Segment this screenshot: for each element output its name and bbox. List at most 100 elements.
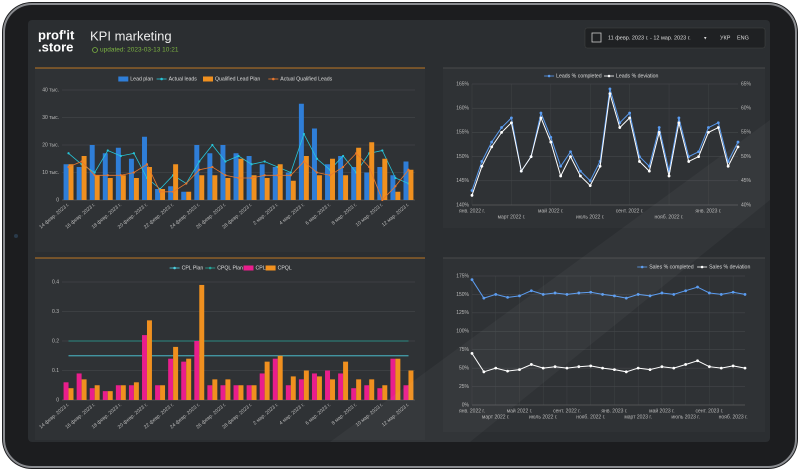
point xyxy=(628,116,632,120)
point xyxy=(132,152,136,155)
point xyxy=(132,171,136,174)
y2-tick-label: 55% xyxy=(741,130,752,136)
y-tick-label: 125% xyxy=(456,310,469,316)
y-tick-label: 10 тыс. xyxy=(42,170,59,176)
y-tick-label: 0 xyxy=(56,197,59,203)
bar xyxy=(225,178,231,200)
point xyxy=(518,368,521,372)
bar xyxy=(290,180,296,200)
point xyxy=(624,296,628,300)
point xyxy=(407,168,410,171)
point xyxy=(119,174,122,177)
bar xyxy=(102,391,108,400)
point xyxy=(506,369,510,373)
bar xyxy=(102,153,108,200)
point xyxy=(355,152,358,155)
point xyxy=(559,164,563,168)
x-tick-label: май 2022 г. xyxy=(507,407,533,414)
point xyxy=(657,131,661,134)
legend-dot xyxy=(160,77,163,81)
legend-label: CPQL xyxy=(278,265,292,271)
bar xyxy=(403,161,409,200)
bar xyxy=(146,167,152,200)
x-tick-label: июль 2022 г. xyxy=(529,414,557,420)
bar xyxy=(330,158,335,200)
bar xyxy=(343,361,349,400)
point xyxy=(315,171,319,174)
lang-ukr[interactable]: УКР xyxy=(720,35,731,41)
y-tick-label: 25% xyxy=(459,384,470,390)
legend-label: Sales % deviation xyxy=(709,264,750,270)
bar xyxy=(160,189,166,200)
y-tick-label: 155% xyxy=(456,130,469,136)
legend-label: Leads % deviation xyxy=(616,73,659,79)
bar xyxy=(133,382,139,400)
point xyxy=(565,293,569,296)
bar xyxy=(369,142,375,200)
date-range[interactable]: 11 февр. 2023 г. - 12 мар. 2023 г. xyxy=(608,35,691,41)
bar xyxy=(259,164,265,200)
y-tick-label: 150% xyxy=(456,292,469,298)
bar xyxy=(277,164,283,200)
bar xyxy=(272,167,278,200)
point xyxy=(647,169,651,173)
lang-eng[interactable]: ENG xyxy=(737,35,749,41)
x-tick-label: март 2022 г. xyxy=(498,214,526,220)
date-picker[interactable] xyxy=(584,27,766,49)
point xyxy=(687,160,691,163)
legend-swatch xyxy=(203,76,213,82)
point xyxy=(529,155,533,159)
point xyxy=(368,165,371,169)
bar xyxy=(146,320,152,400)
legend-swatch xyxy=(243,265,254,271)
point xyxy=(470,352,474,355)
bar xyxy=(68,164,74,200)
point xyxy=(529,289,533,293)
point xyxy=(198,160,201,163)
point xyxy=(578,169,582,173)
point xyxy=(565,366,569,370)
bar xyxy=(120,175,126,200)
bar xyxy=(351,167,357,200)
legend-label: Actual Qualified Leads xyxy=(280,76,332,82)
point xyxy=(341,154,345,158)
point xyxy=(341,165,345,169)
bar xyxy=(233,153,239,200)
point xyxy=(263,174,266,177)
point xyxy=(490,145,494,149)
bar xyxy=(186,358,192,400)
y-tick-label: 50% xyxy=(459,365,470,371)
y2-tick-label: 65% xyxy=(741,81,752,87)
bar xyxy=(316,376,322,400)
bar xyxy=(285,172,291,200)
bar xyxy=(115,385,121,400)
y-tick-label: 0 xyxy=(56,397,59,403)
point xyxy=(381,198,384,202)
bar xyxy=(168,358,174,400)
legend-dot xyxy=(208,266,212,270)
bar xyxy=(246,385,252,400)
point xyxy=(328,174,332,177)
legend-label: Sales % completed xyxy=(649,264,694,270)
point xyxy=(553,365,557,369)
point xyxy=(80,160,83,163)
point xyxy=(494,366,498,370)
point xyxy=(198,168,201,171)
bar xyxy=(251,175,257,200)
updated: updated: 2023-03-13 10:21 xyxy=(100,47,179,54)
point xyxy=(500,131,503,134)
bar xyxy=(89,388,95,400)
legend-dot xyxy=(607,74,611,78)
legend-label: Lead plan xyxy=(130,76,153,82)
bar xyxy=(212,175,218,200)
bar xyxy=(225,379,231,400)
point xyxy=(470,278,474,282)
bar xyxy=(194,341,200,400)
legend-swatch xyxy=(265,265,276,271)
logo-top: prof'it xyxy=(38,27,75,42)
bar xyxy=(364,385,370,400)
y-tick-label: 0% xyxy=(462,402,470,408)
y-tick-label: 40 тыс. xyxy=(42,87,59,93)
